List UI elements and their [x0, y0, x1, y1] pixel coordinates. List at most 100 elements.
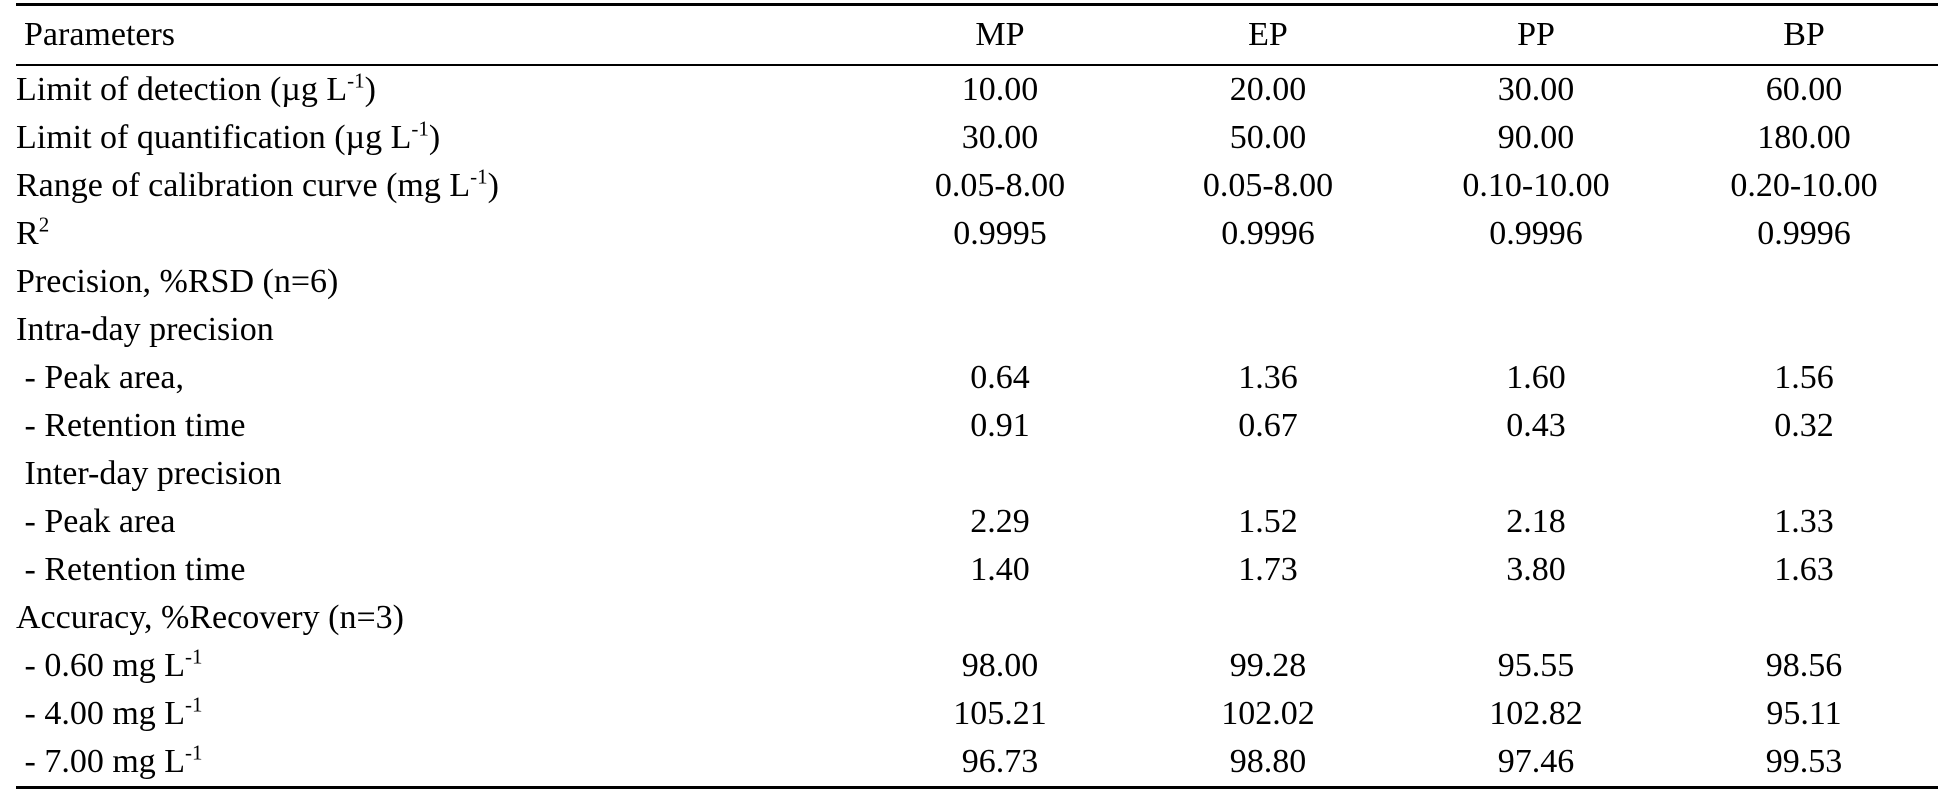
value-cell-pp: [1402, 258, 1670, 306]
value-cell-pp: [1402, 594, 1670, 642]
superscript: -1: [411, 116, 429, 141]
value-cell-ep: 1.52: [1238, 503, 1298, 540]
value-cell-mp: [866, 450, 1134, 498]
value-cell-pp: 90.00: [1497, 119, 1575, 156]
value-cell-bp: 0.9996: [1757, 215, 1851, 252]
value-cell-pp: 0.10-10.00: [1462, 167, 1610, 204]
value-cell-mp: 2.29: [970, 503, 1030, 540]
value-cell-ep: 20.00: [1229, 71, 1307, 108]
parameter-label: - 7.00 mg L-1: [16, 740, 203, 780]
parameter-label: - 0.60 mg L-1: [16, 644, 203, 684]
parameter-label: Range of calibration curve (mg L-1): [16, 164, 499, 204]
value-cell-mp: 1.40: [970, 551, 1030, 588]
table-row: Intra-day precision: [16, 306, 1938, 354]
value-cell-mp: [866, 258, 1134, 306]
table-row: - 0.60 mg L-1 98.00 99.28 95.55 98.56: [16, 642, 1938, 690]
superscript: 2: [38, 212, 50, 237]
table-row: - Retention time 0.91 0.67 0.43 0.32: [16, 402, 1938, 450]
validation-parameters-table: Parameters MP EP PP BP Limit of detection (µ…: [16, 3, 1938, 789]
table-row: Inter-day precision: [16, 450, 1938, 498]
table-row: R2 0.9995 0.9996 0.9996 0.9996: [16, 210, 1938, 258]
table-row: - Peak area 2.29 1.52 2.18 1.33: [16, 498, 1938, 546]
value-cell-mp: 0.9995: [953, 215, 1047, 252]
value-cell-mp: 30.00: [961, 119, 1039, 156]
value-cell-ep: 0.05-8.00: [1202, 167, 1334, 204]
value-cell-mp: 98.00: [961, 647, 1039, 684]
table-row: Precision, %RSD (n=6): [16, 258, 1938, 306]
parameter-label: Limit of quantification (µg L-1): [16, 116, 441, 156]
parameter-label: - Retention time: [16, 551, 246, 588]
parameter-label: Inter-day precision: [16, 455, 282, 492]
table-header-row: Parameters MP EP PP BP: [16, 4, 1938, 66]
column-header-pp: PP: [1402, 4, 1670, 66]
value-cell-mp: [866, 594, 1134, 642]
column-header-ep: EP: [1134, 4, 1402, 66]
table-row: - 7.00 mg L-1 96.73 98.80 97.46 99.53: [16, 738, 1938, 788]
parameter-label: - Peak area: [16, 503, 176, 540]
value-cell-ep: 1.73: [1238, 551, 1298, 588]
value-cell-bp: [1670, 450, 1938, 498]
value-cell-pp: 95.55: [1497, 647, 1575, 684]
value-cell-pp: 0.43: [1506, 407, 1566, 444]
parameter-label: Precision, %RSD (n=6): [16, 263, 339, 300]
value-cell-ep: [1134, 594, 1402, 642]
value-cell-ep: 0.9996: [1221, 215, 1315, 252]
value-cell-ep: 0.67: [1238, 407, 1298, 444]
value-cell-pp: 0.9996: [1489, 215, 1583, 252]
value-cell-ep: [1134, 258, 1402, 306]
value-cell-bp: [1670, 594, 1938, 642]
value-cell-pp: [1402, 450, 1670, 498]
value-cell-pp: 2.18: [1506, 503, 1566, 540]
superscript: -1: [185, 740, 203, 765]
value-cell-ep: 1.36: [1238, 359, 1298, 396]
table-row: - Retention time 1.40 1.73 3.80 1.63: [16, 546, 1938, 594]
column-header-mp: MP: [866, 4, 1134, 66]
parameter-label: Accuracy, %Recovery (n=3): [16, 599, 404, 636]
parameter-label: Intra-day precision: [16, 311, 274, 348]
value-cell-bp: [1670, 258, 1938, 306]
value-cell-mp: 96.73: [961, 743, 1039, 780]
table-row: - Peak area, 0.64 1.36 1.60 1.56: [16, 354, 1938, 402]
parameter-label: - 4.00 mg L-1: [16, 692, 203, 732]
value-cell-bp: 98.56: [1765, 647, 1843, 684]
value-cell-mp: 10.00: [961, 71, 1039, 108]
value-cell-bp: 95.11: [1766, 695, 1842, 732]
value-cell-mp: 105.21: [953, 695, 1047, 732]
superscript: -1: [185, 644, 203, 669]
value-cell-mp: 0.64: [970, 359, 1030, 396]
value-cell-pp: [1402, 306, 1670, 354]
value-cell-pp: 1.60: [1506, 359, 1566, 396]
table-row: Limit of quantification (µg L-1) 30.00 50.…: [16, 114, 1938, 162]
value-cell-mp: 0.05-8.00: [934, 167, 1066, 204]
value-cell-ep: 99.28: [1229, 647, 1307, 684]
value-cell-pp: 3.80: [1506, 551, 1566, 588]
value-cell-bp: 0.32: [1774, 407, 1834, 444]
value-cell-bp: [1670, 306, 1938, 354]
value-cell-ep: 102.02: [1221, 695, 1315, 732]
value-cell-pp: 30.00: [1497, 71, 1575, 108]
value-cell-ep: [1134, 306, 1402, 354]
value-cell-ep: [1134, 450, 1402, 498]
table-row: Limit of detection (µg L-1) 10.00 20.00 30.…: [16, 65, 1938, 114]
value-cell-bp: 99.53: [1765, 743, 1843, 780]
parameter-label: - Retention time: [16, 407, 246, 444]
value-cell-bp: 60.00: [1765, 71, 1843, 108]
parameter-label: Limit of detection (µg L-1): [16, 68, 376, 108]
table-row: - 4.00 mg L-1 105.21 102.02 102.82 95.11: [16, 690, 1938, 738]
superscript: -1: [347, 68, 365, 93]
superscript: -1: [185, 692, 203, 717]
superscript: -1: [470, 164, 488, 189]
table-row: Range of calibration curve (mg L-1) 0.05-…: [16, 162, 1938, 210]
parameter-label: R2: [16, 212, 50, 252]
value-cell-bp: 0.20-10.00: [1730, 167, 1878, 204]
value-cell-mp: [866, 306, 1134, 354]
value-cell-mp: 0.91: [970, 407, 1030, 444]
table-body: Limit of detection (µg L-1) 10.00 20.00 30.…: [16, 65, 1938, 788]
table-header: Parameters MP EP PP BP: [16, 4, 1938, 66]
value-cell-pp: 102.82: [1489, 695, 1583, 732]
column-header-bp: BP: [1670, 4, 1938, 66]
column-header-parameters: Parameters: [16, 4, 866, 66]
value-cell-bp: 1.33: [1774, 503, 1834, 540]
value-cell-pp: 97.46: [1497, 743, 1575, 780]
